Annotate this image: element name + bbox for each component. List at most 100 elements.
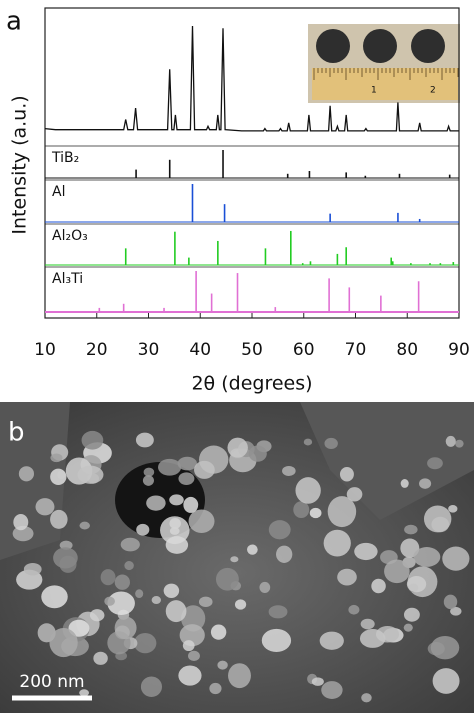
sem-particle bbox=[361, 693, 372, 703]
sem-particle bbox=[57, 470, 66, 480]
sem-particle bbox=[309, 507, 322, 519]
legend-label: TiB₂ bbox=[51, 150, 79, 166]
sem-particle bbox=[104, 596, 115, 606]
sem-particle bbox=[324, 437, 338, 450]
ruler-label: 2 bbox=[430, 86, 436, 96]
sem-particle bbox=[321, 681, 343, 699]
sem-particle bbox=[348, 604, 360, 615]
sem-particle bbox=[179, 624, 205, 647]
x-tick-label: 60 bbox=[293, 340, 315, 360]
sem-particle bbox=[234, 599, 247, 610]
sem-particle bbox=[41, 585, 68, 609]
sem-particle bbox=[124, 561, 134, 571]
scale-bar-label: 200 nm bbox=[19, 672, 84, 692]
sem-particle bbox=[13, 513, 29, 531]
y-axis-label: Intensity (a.u.) bbox=[9, 95, 31, 234]
sem-particle bbox=[384, 559, 410, 584]
ruler-label: 1 bbox=[371, 86, 377, 96]
sem-particle bbox=[160, 516, 190, 545]
sem-particle bbox=[158, 458, 182, 476]
sem-particle bbox=[151, 596, 162, 605]
sem-particle bbox=[430, 635, 460, 660]
sem-particle bbox=[12, 525, 34, 542]
sem-particle bbox=[217, 660, 228, 670]
pellet bbox=[363, 29, 397, 63]
panel-label: b bbox=[8, 418, 25, 448]
sem-particle bbox=[79, 521, 90, 530]
sem-particle bbox=[81, 430, 104, 450]
sem-particle bbox=[183, 496, 199, 513]
sem-particle bbox=[268, 520, 291, 540]
sem-particle bbox=[188, 650, 200, 662]
sem-particle bbox=[455, 439, 464, 448]
sem-particle bbox=[89, 609, 105, 622]
x-tick-label: 90 bbox=[448, 340, 470, 360]
sem-particle bbox=[230, 556, 239, 563]
sem-particle bbox=[259, 581, 271, 593]
sem-particle bbox=[178, 665, 202, 686]
sem-particle bbox=[276, 545, 293, 563]
sem-particle bbox=[23, 562, 42, 576]
sem-particle bbox=[400, 479, 409, 488]
sem-particle bbox=[413, 547, 441, 567]
sem-particle bbox=[194, 460, 215, 479]
sem-particle bbox=[323, 529, 351, 557]
sem-particle bbox=[261, 628, 292, 653]
sem-particle bbox=[198, 596, 213, 608]
sem-particle bbox=[181, 605, 206, 632]
sem-particle bbox=[359, 629, 386, 648]
sem-particle bbox=[135, 432, 154, 448]
sem-particle bbox=[295, 477, 321, 504]
sem-particle bbox=[50, 509, 68, 529]
sem-particle bbox=[188, 509, 215, 533]
sem-particle bbox=[93, 651, 108, 665]
sem-particle bbox=[371, 578, 386, 594]
sem-particle bbox=[114, 574, 130, 590]
x-tick-label: 10 bbox=[34, 340, 56, 360]
sem-particle bbox=[165, 536, 189, 554]
sem-particle bbox=[53, 547, 78, 569]
pellet bbox=[316, 29, 350, 63]
sem-particle bbox=[135, 589, 144, 599]
pellet bbox=[411, 29, 445, 63]
sem-particle bbox=[100, 569, 116, 586]
sem-particle bbox=[227, 437, 248, 458]
x-tick-label: 80 bbox=[396, 340, 418, 360]
sem-particle bbox=[209, 682, 222, 695]
x-tick-label: 70 bbox=[345, 340, 367, 360]
sem-particle bbox=[303, 438, 313, 446]
sem-particle bbox=[450, 606, 462, 616]
sem-image bbox=[0, 402, 474, 713]
x-tick-label: 50 bbox=[241, 340, 263, 360]
x-tick-label: 30 bbox=[138, 340, 160, 360]
sem-particle bbox=[49, 627, 78, 658]
sem-particle bbox=[427, 457, 443, 470]
sem-particle bbox=[165, 600, 187, 623]
sem-particle bbox=[177, 456, 197, 471]
sem-particle bbox=[404, 524, 418, 535]
ruler bbox=[312, 68, 458, 100]
sem-grain bbox=[300, 402, 474, 520]
sem-particle bbox=[136, 523, 150, 536]
x-tick-label: 20 bbox=[86, 340, 108, 360]
sem-particle bbox=[178, 472, 195, 486]
sem-particle bbox=[337, 568, 357, 586]
xrd-trace bbox=[44, 25, 459, 132]
sem-particle bbox=[248, 445, 267, 462]
sem-particle bbox=[140, 676, 163, 697]
inset-photo: 1 2 bbox=[308, 24, 460, 103]
sem-particle bbox=[215, 567, 239, 591]
x-axis-label: 2θ (degrees) bbox=[191, 373, 312, 395]
sem-particle bbox=[133, 633, 157, 654]
sem-particle bbox=[442, 546, 470, 571]
legend-label: Al bbox=[52, 184, 65, 200]
sem-particle bbox=[18, 466, 35, 482]
sem-particle bbox=[282, 465, 296, 476]
sem-particle bbox=[339, 466, 354, 482]
sem-particle bbox=[423, 505, 452, 533]
sem-particle bbox=[445, 435, 456, 447]
x-tick-label: 40 bbox=[189, 340, 211, 360]
sem-particle bbox=[50, 453, 63, 463]
sem-particle bbox=[319, 631, 344, 650]
sem-particle bbox=[107, 591, 135, 616]
